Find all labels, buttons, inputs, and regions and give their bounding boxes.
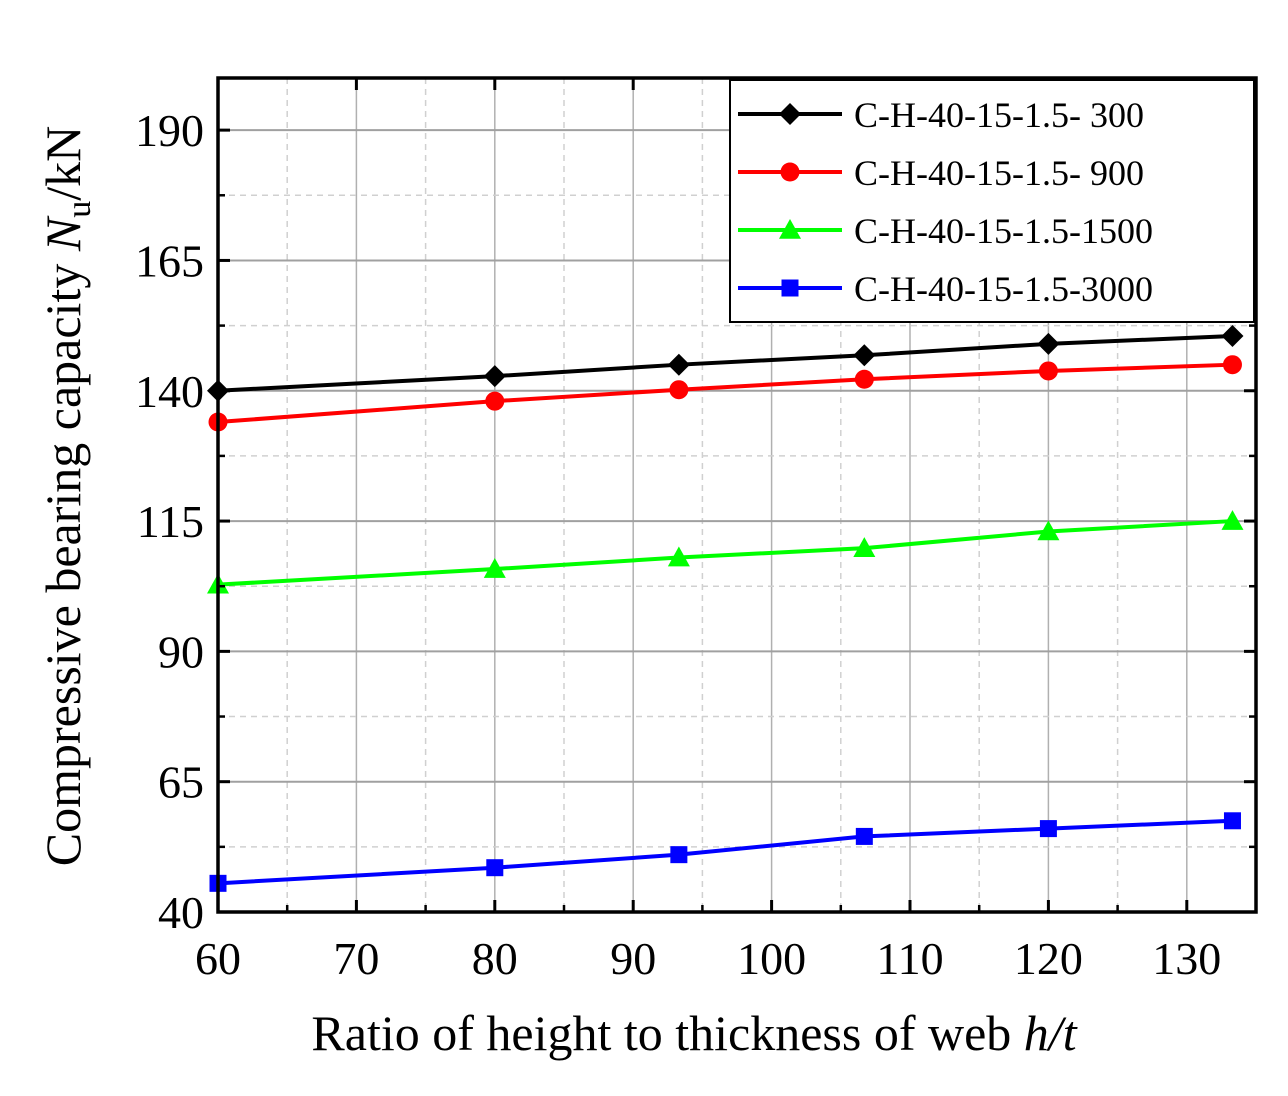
x-tick-label: 90 [610, 933, 656, 984]
x-tick-label: 100 [737, 933, 806, 984]
legend-marker [780, 162, 800, 182]
data-point [855, 827, 873, 845]
data-point [667, 546, 690, 567]
plot-frame [216, 76, 1258, 914]
data-point [853, 537, 876, 557]
series-line [217, 818, 1233, 886]
data-point [486, 859, 504, 877]
legend-label: C-H-40-15-1.5-3000 [854, 269, 1153, 309]
data-point [853, 344, 876, 367]
legend-box [729, 79, 1255, 323]
series-1 [207, 325, 1244, 402]
series-layer [207, 325, 1244, 892]
data-point [1221, 510, 1244, 530]
y-tick-label: 40 [158, 887, 204, 938]
data-point [483, 365, 506, 388]
series-line [217, 334, 1233, 393]
data-point [1222, 355, 1242, 375]
y-axis-title: Compressive bearing capacity Nu/kN [35, 126, 98, 866]
x-tick-label: 60 [195, 933, 241, 984]
legend-marker [779, 103, 801, 125]
legend-item: C-H-40-15-1.5- 900 [738, 153, 1144, 193]
legend-marker [781, 279, 799, 297]
data-point [1221, 325, 1244, 348]
series-3 [207, 510, 1244, 594]
data-point [854, 369, 874, 389]
legend-label: C-H-40-15-1.5-1500 [854, 211, 1153, 251]
y-tick-label: 165 [135, 235, 204, 286]
y-tick-label: 115 [137, 496, 204, 547]
data-point [1223, 812, 1241, 830]
x-tick-label: 110 [876, 933, 943, 984]
legend-marker [779, 219, 801, 239]
data-point [485, 391, 505, 411]
x-tick-label: 120 [1014, 933, 1083, 984]
data-point [1037, 520, 1060, 541]
y-tick-label: 140 [135, 366, 204, 417]
legend-label: C-H-40-15-1.5- 300 [854, 95, 1144, 135]
data-point [670, 846, 688, 864]
series-2 [208, 355, 1242, 432]
legend-item: C-H-40-15-1.5-1500 [738, 211, 1153, 251]
x-axis-title: Ratio of height to thickness of web h/t [311, 1005, 1077, 1061]
legend: C-H-40-15-1.5- 300 C-H-40-15-1.5- 900 C-H-… [729, 79, 1255, 323]
legend-item: C-H-40-15-1.5- 300 [738, 95, 1144, 135]
data-point [1038, 361, 1058, 381]
ticks: 60 70 80 90 100 110 120 130 40 65 90 115 140 165 190 [135, 78, 1256, 984]
y-tick-label: 90 [158, 626, 204, 677]
data-point [1037, 332, 1060, 355]
data-point [1039, 820, 1057, 838]
legend-label: C-H-40-15-1.5- 900 [854, 153, 1144, 193]
x-tick-label: 70 [333, 933, 379, 984]
data-point [669, 380, 689, 400]
series-line [217, 362, 1233, 425]
y-tick-label: 190 [135, 105, 204, 156]
legend-item: C-H-40-15-1.5-3000 [738, 269, 1153, 309]
series-line [217, 519, 1233, 587]
x-tick-label: 80 [472, 933, 518, 984]
data-point [667, 353, 690, 376]
y-tick-label: 65 [158, 757, 204, 808]
data-point [483, 558, 506, 578]
x-tick-label: 130 [1152, 933, 1221, 984]
